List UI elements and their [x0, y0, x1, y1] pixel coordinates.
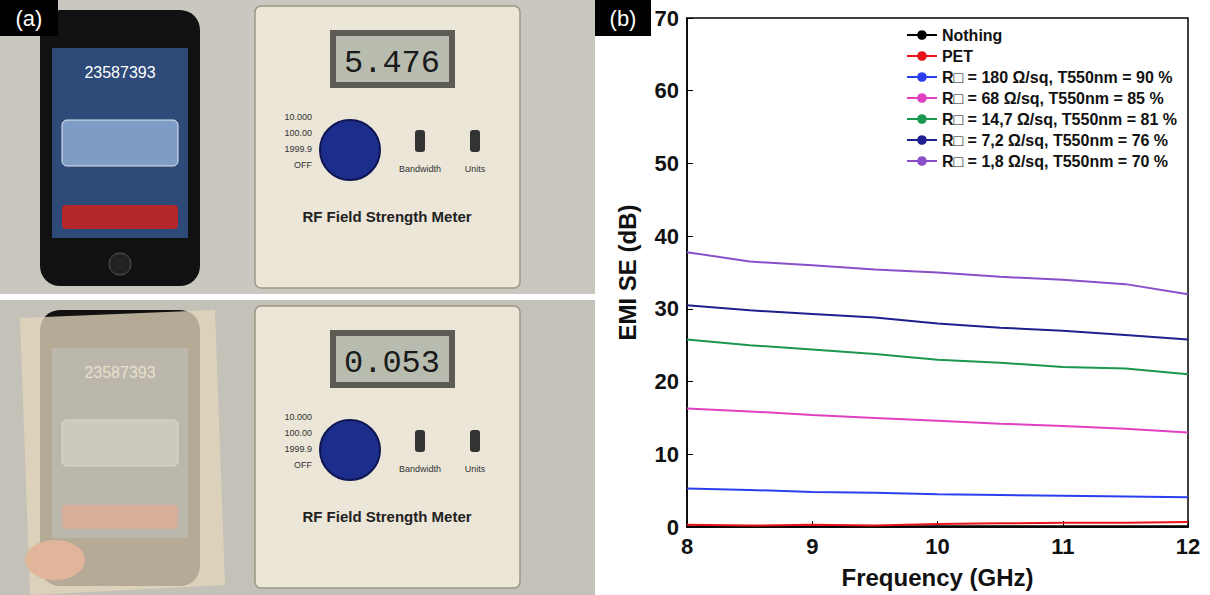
svg-text:PET: PET — [942, 48, 973, 65]
svg-text:OFF: OFF — [294, 460, 312, 470]
svg-text:100.00: 100.00 — [284, 428, 312, 438]
svg-text:40: 40 — [655, 224, 679, 249]
svg-text:12: 12 — [1176, 534, 1200, 559]
svg-text:11: 11 — [1051, 534, 1074, 559]
svg-text:R□ = 14,7 Ω/sq, T550nm = 81 %: R□ = 14,7 Ω/sq, T550nm = 81 % — [942, 111, 1177, 128]
svg-text:9: 9 — [806, 534, 818, 559]
svg-text:OFF: OFF — [294, 160, 312, 170]
svg-text:Units: Units — [465, 164, 486, 174]
svg-text:EMI SE (dB): EMI SE (dB) — [614, 205, 641, 341]
svg-text:10: 10 — [655, 442, 679, 467]
svg-text:(b): (b) — [610, 6, 637, 31]
svg-text:0: 0 — [667, 515, 679, 540]
svg-text:100.00: 100.00 — [284, 128, 312, 138]
svg-text:20: 20 — [655, 369, 679, 394]
svg-text:5.476: 5.476 — [344, 45, 440, 82]
svg-text:Bandwidth: Bandwidth — [399, 464, 441, 474]
svg-text:10: 10 — [925, 534, 949, 559]
svg-text:Nothing: Nothing — [942, 27, 1002, 44]
svg-text:Bandwidth: Bandwidth — [399, 164, 441, 174]
svg-text:RF Field Strength Meter: RF Field Strength Meter — [302, 508, 471, 525]
svg-text:60: 60 — [655, 78, 679, 103]
svg-text:0.053: 0.053 — [344, 345, 440, 382]
svg-text:10.000: 10.000 — [284, 112, 312, 122]
svg-text:1999.9: 1999.9 — [284, 444, 312, 454]
svg-text:R□ = 68 Ω/sq, T550nm = 85 %: R□ = 68 Ω/sq, T550nm = 85 % — [942, 90, 1164, 107]
svg-text:8: 8 — [681, 534, 693, 559]
svg-text:Units: Units — [465, 464, 486, 474]
svg-text:23587393: 23587393 — [84, 64, 155, 81]
svg-text:(a): (a) — [16, 6, 43, 31]
svg-text:30: 30 — [655, 296, 679, 321]
svg-text:70: 70 — [655, 6, 679, 31]
svg-text:R□ = 1,8 Ω/sq, T550nm = 70 %: R□ = 1,8 Ω/sq, T550nm = 70 % — [942, 153, 1168, 170]
svg-text:10.000: 10.000 — [284, 412, 312, 422]
svg-text:1999.9: 1999.9 — [284, 144, 312, 154]
svg-text:R□ = 180 Ω/sq, T550nm = 90 %: R□ = 180 Ω/sq, T550nm = 90 % — [942, 69, 1173, 86]
svg-text:50: 50 — [655, 151, 679, 176]
svg-text:RF Field Strength Meter: RF Field Strength Meter — [302, 208, 471, 225]
svg-text:Frequency (GHz): Frequency (GHz) — [841, 564, 1033, 591]
svg-text:R□ = 7,2 Ω/sq, T550nm = 76 %: R□ = 7,2 Ω/sq, T550nm = 76 % — [942, 132, 1168, 149]
